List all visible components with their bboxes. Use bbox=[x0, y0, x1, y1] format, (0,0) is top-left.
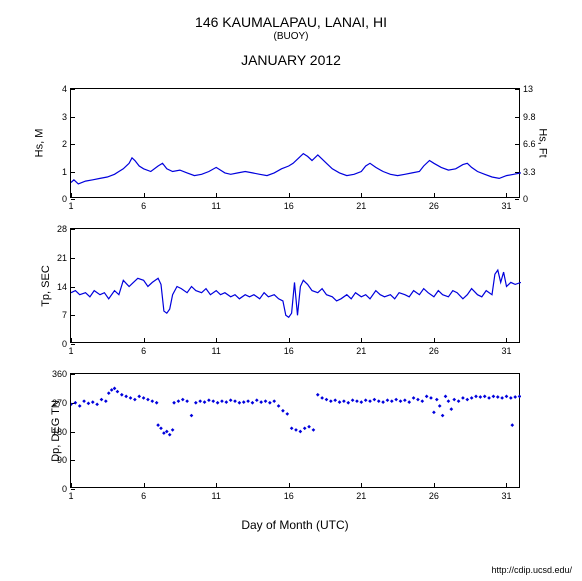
header-block: 146 KAUMALAPAU, LANAI, HI (BUOY) JANUARY… bbox=[0, 0, 582, 68]
ytick-label: 7 bbox=[43, 310, 67, 320]
ytick-label: 0 bbox=[43, 484, 67, 494]
xtick-label: 21 bbox=[356, 201, 366, 211]
xtick-label: 26 bbox=[429, 346, 439, 356]
xtick-label: 31 bbox=[501, 201, 511, 211]
xtick-label: 6 bbox=[141, 201, 146, 211]
ytick-label: 2 bbox=[43, 139, 67, 149]
ytick-label: 270 bbox=[43, 398, 67, 408]
ytick-label: 21 bbox=[43, 253, 67, 263]
xtick-label: 11 bbox=[211, 491, 220, 501]
ytick-label: 1 bbox=[43, 167, 67, 177]
chart-svg-tp bbox=[71, 229, 521, 344]
chart-panel-dp: Dp, DEG TN090180270360161116212631 bbox=[70, 373, 520, 488]
ytick-label-right: 6.6 bbox=[523, 139, 547, 149]
xtick-label: 16 bbox=[284, 491, 294, 501]
chart-panel-tp: Tp, SEC07142128161116212631 bbox=[70, 228, 520, 343]
chart-stack: Hs, MHs, Ft0123403.36.69.813161116212631… bbox=[70, 88, 520, 532]
ytick-label: 3 bbox=[43, 112, 67, 122]
xtick-label: 6 bbox=[141, 491, 146, 501]
xtick-label: 26 bbox=[429, 201, 439, 211]
xtick-label: 1 bbox=[68, 346, 73, 356]
station-title: 146 KAUMALAPAU, LANAI, HI bbox=[0, 14, 582, 30]
ytick-label-right: 9.8 bbox=[523, 112, 547, 122]
chart-svg-hs bbox=[71, 89, 521, 199]
xtick-label: 6 bbox=[141, 346, 146, 356]
ytick-label: 14 bbox=[43, 282, 67, 292]
ytick-label: 28 bbox=[43, 224, 67, 234]
ytick-label: 180 bbox=[43, 427, 67, 437]
xtick-label: 26 bbox=[429, 491, 439, 501]
xtick-label: 16 bbox=[284, 201, 294, 211]
xtick-label: 11 bbox=[211, 201, 220, 211]
ytick-label: 0 bbox=[43, 339, 67, 349]
ytick-label-right: 0 bbox=[523, 194, 547, 204]
xtick-label: 31 bbox=[501, 346, 511, 356]
footer-url: http://cdip.ucsd.edu/ bbox=[491, 565, 572, 575]
ytick-label-right: 3.3 bbox=[523, 167, 547, 177]
xaxis-label: Day of Month (UTC) bbox=[70, 518, 520, 532]
ytick-label: 90 bbox=[43, 455, 67, 465]
chart-panel-hs: Hs, MHs, Ft0123403.36.69.813161116212631 bbox=[70, 88, 520, 198]
station-type: (BUOY) bbox=[0, 31, 582, 42]
xtick-label: 21 bbox=[356, 346, 366, 356]
ytick-label: 0 bbox=[43, 194, 67, 204]
ytick-label-right: 13 bbox=[523, 84, 547, 94]
chart-svg-dp bbox=[71, 374, 521, 489]
period-title: JANUARY 2012 bbox=[0, 52, 582, 68]
xtick-label: 1 bbox=[68, 491, 73, 501]
ytick-label: 4 bbox=[43, 84, 67, 94]
xtick-label: 11 bbox=[211, 346, 220, 356]
xtick-label: 16 bbox=[284, 346, 294, 356]
xtick-label: 31 bbox=[501, 491, 511, 501]
xtick-label: 21 bbox=[356, 491, 366, 501]
xtick-label: 1 bbox=[68, 201, 73, 211]
ytick-label: 360 bbox=[43, 369, 67, 379]
